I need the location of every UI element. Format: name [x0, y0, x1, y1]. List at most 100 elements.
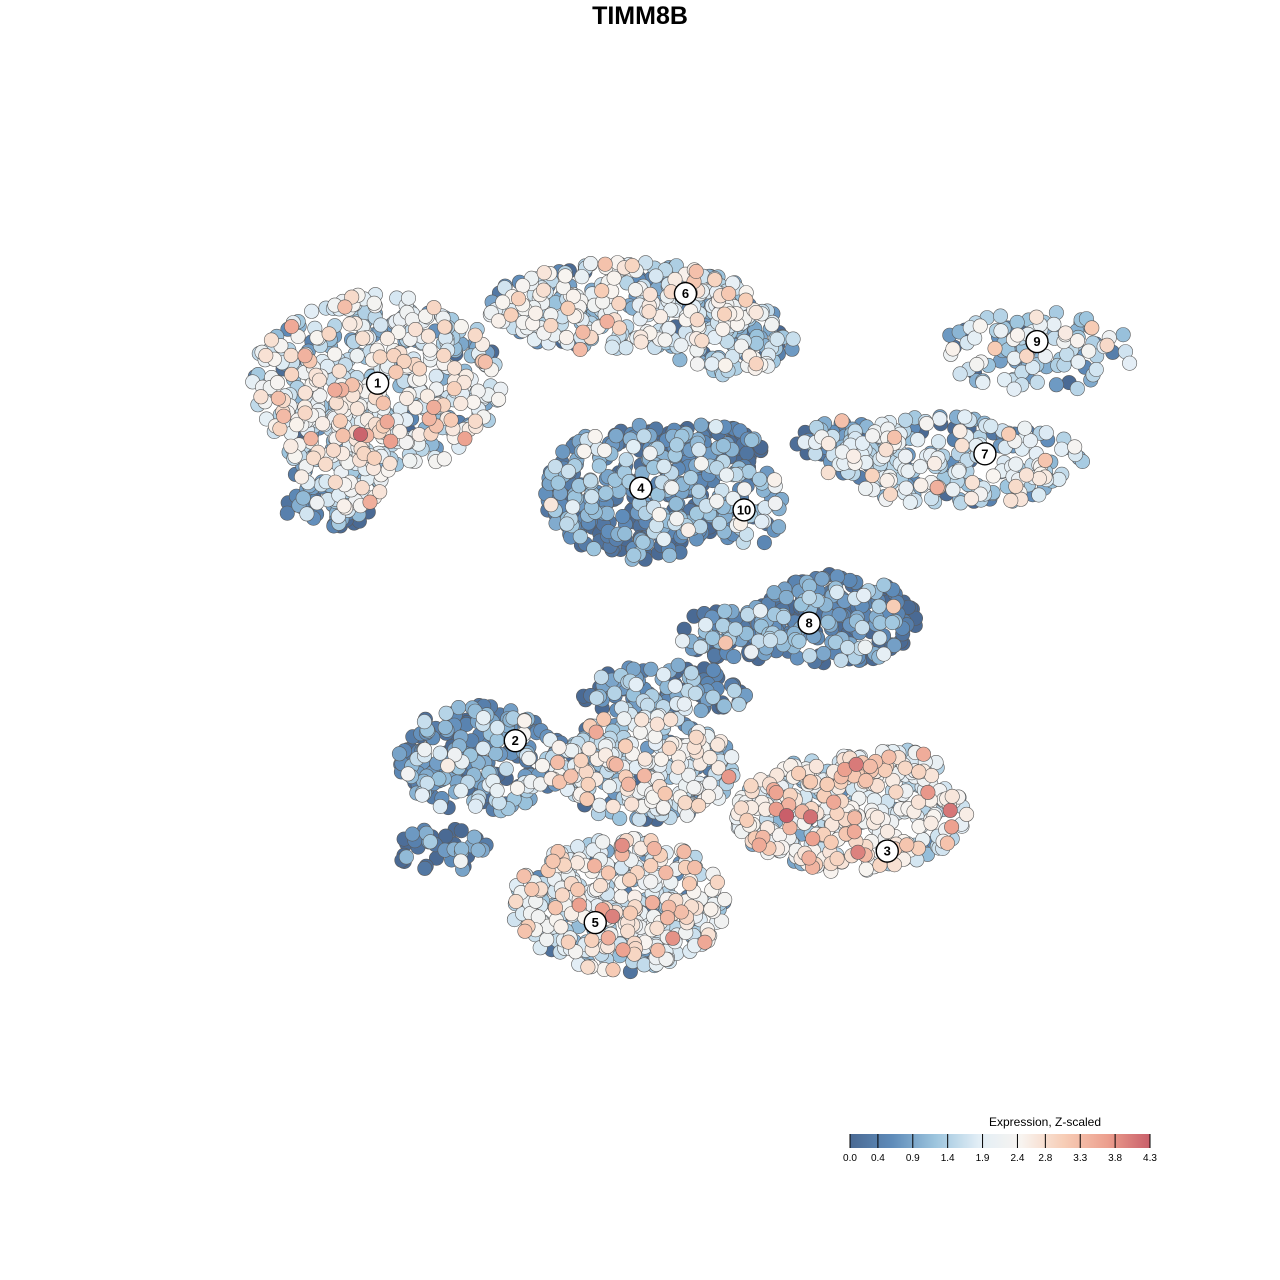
- data-point: [311, 372, 327, 388]
- cluster-marker: [583, 910, 607, 935]
- data-point: [304, 303, 320, 319]
- data-point: [829, 584, 845, 600]
- data-point: [366, 450, 382, 466]
- data-point: [400, 766, 416, 782]
- data-point: [632, 724, 648, 740]
- data-point: [572, 529, 588, 545]
- data-point: [664, 480, 680, 496]
- data-point: [691, 798, 707, 814]
- data-point: [335, 428, 351, 444]
- data-point: [477, 354, 493, 370]
- cluster-label-10: 10: [732, 498, 756, 522]
- data-point: [575, 324, 591, 340]
- color-legend: Expression, Z-scaled 0.0 0.4 0.9 1.4 1.9 2.4 2…: [843, 1115, 1157, 1164]
- data-point: [721, 769, 737, 785]
- data-point: [858, 773, 874, 789]
- data-point: [708, 419, 724, 435]
- data-point: [736, 481, 752, 497]
- data-point: [876, 577, 892, 593]
- data-point: [939, 835, 955, 851]
- legend-tick-label: 0.0: [843, 1153, 857, 1164]
- data-point: [396, 353, 412, 369]
- data-point: [767, 495, 783, 511]
- data-point: [467, 327, 483, 343]
- data-point: [621, 872, 637, 888]
- data-point: [314, 416, 330, 432]
- data-point: [878, 442, 894, 458]
- data-point: [420, 328, 436, 344]
- cluster-label-text: 7: [981, 446, 988, 461]
- legend-tick-label: 1.9: [976, 1153, 990, 1164]
- data-point: [882, 486, 898, 502]
- data-point: [309, 495, 325, 511]
- data-point: [597, 256, 613, 272]
- data-point: [325, 442, 341, 458]
- legend-tick-label: 3.3: [1073, 1153, 1087, 1164]
- data-point: [398, 849, 414, 865]
- data-point: [599, 314, 615, 330]
- data-point: [739, 812, 755, 828]
- data-point: [944, 788, 960, 804]
- data-point: [399, 390, 415, 406]
- data-point: [621, 776, 637, 792]
- data-point: [633, 334, 649, 350]
- chart-title: TIMM8B: [592, 2, 688, 30]
- data-point: [283, 438, 299, 454]
- data-point: [687, 860, 703, 876]
- data-point: [767, 472, 783, 488]
- data-point: [438, 705, 454, 721]
- data-point: [831, 607, 847, 623]
- data-point: [820, 614, 836, 630]
- data-point: [417, 860, 433, 876]
- data-point: [739, 445, 755, 461]
- data-point: [715, 617, 731, 633]
- data-point: [656, 666, 672, 682]
- data-point: [803, 809, 819, 825]
- data-point: [689, 312, 705, 328]
- data-point: [709, 493, 725, 509]
- data-point: [733, 800, 749, 816]
- data-point: [705, 689, 721, 705]
- data-point: [428, 368, 444, 384]
- data-point: [605, 799, 621, 815]
- data-point: [985, 468, 1001, 484]
- data-point: [700, 788, 716, 804]
- data-point: [446, 381, 462, 397]
- data-point: [886, 429, 902, 445]
- cluster-label-text: 9: [1033, 334, 1040, 349]
- data-point: [924, 767, 940, 783]
- data-point: [297, 385, 313, 401]
- data-point: [705, 662, 721, 678]
- data-point: [649, 716, 665, 732]
- data-point: [848, 756, 864, 772]
- data-point: [422, 342, 438, 358]
- data-point: [650, 942, 666, 958]
- data-point: [465, 394, 481, 410]
- data-point: [606, 270, 622, 286]
- data-point: [489, 732, 505, 748]
- data-point: [517, 923, 533, 939]
- data-point: [715, 438, 731, 454]
- data-point: [802, 774, 818, 790]
- data-point: [342, 316, 358, 332]
- data-point: [969, 356, 985, 372]
- data-point: [689, 356, 705, 372]
- cluster-label-text: 1: [374, 376, 381, 391]
- cluster-label-text: 5: [592, 915, 599, 930]
- data-point: [297, 405, 313, 421]
- data-point: [756, 535, 772, 551]
- data-point: [1017, 420, 1033, 436]
- data-point: [560, 300, 576, 316]
- data-point: [675, 633, 691, 649]
- cluster-label-6: 6: [673, 281, 698, 306]
- data-point: [680, 522, 696, 538]
- data-point: [557, 268, 573, 284]
- data-point: [576, 443, 592, 459]
- data-point: [691, 442, 707, 458]
- data-point: [657, 332, 673, 348]
- data-point: [754, 514, 770, 530]
- data-point: [661, 547, 677, 563]
- data-point: [299, 506, 315, 522]
- data-point: [584, 489, 600, 505]
- data-point: [1009, 314, 1025, 330]
